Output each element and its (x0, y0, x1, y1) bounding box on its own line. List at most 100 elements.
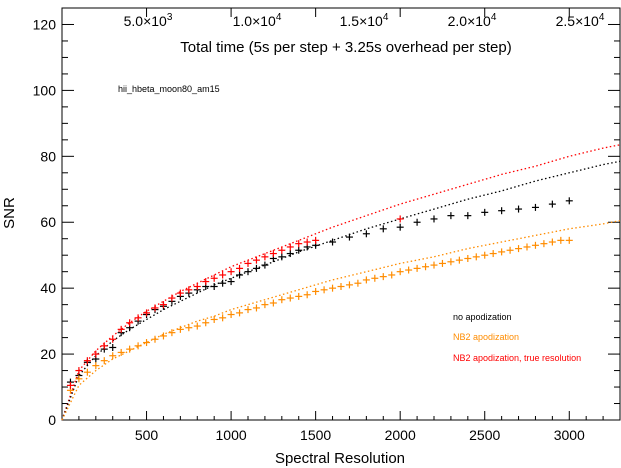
data-point-series-2 (176, 289, 184, 297)
fit-curve-2 (61, 219, 621, 421)
data-point-series-0 (548, 200, 556, 208)
data-point-series-1 (236, 309, 244, 317)
data-point-series-2 (278, 246, 286, 254)
legend-item-nb2-apodization: NB2 apodization (453, 332, 519, 342)
data-point-series-1 (362, 276, 370, 284)
data-point-series-1 (286, 294, 294, 302)
x-tick-label: 500 (135, 427, 159, 443)
data-point-series-1 (379, 273, 387, 281)
data-point-series-0 (244, 268, 252, 276)
data-point-series-1 (193, 322, 201, 330)
data-point-series-1 (464, 254, 472, 262)
data-point-series-0 (252, 264, 260, 272)
x-axis-label: Spectral Resolution (275, 450, 405, 467)
data-point-series-2 (269, 250, 277, 258)
y-axis-label: SNR (1, 197, 18, 229)
data-point-series-2 (185, 286, 193, 294)
data-point-series-1 (219, 314, 227, 322)
data-point-series-2 (134, 314, 142, 322)
data-point-series-1 (540, 240, 548, 248)
data-point-series-0 (515, 205, 523, 213)
data-point-series-0 (210, 283, 218, 291)
data-point-series-2 (100, 342, 108, 350)
fit-curve-0 (61, 144, 621, 421)
data-point-series-2 (236, 264, 244, 272)
data-point-series-2 (286, 243, 294, 251)
data-point-series-1 (422, 263, 430, 271)
data-point-series-1 (151, 335, 159, 343)
chart-annotation: hii_hbeta_moon80_am15 (118, 84, 220, 94)
data-point-series-0 (498, 207, 506, 215)
top-tick-label: 5.0×103 (124, 12, 173, 29)
data-point-series-1 (312, 287, 320, 295)
data-point-series-1 (523, 243, 531, 251)
data-point-series-0 (295, 246, 303, 254)
data-point-series-2 (168, 294, 176, 302)
data-point-series-1 (565, 236, 573, 244)
data-point-series-2 (109, 335, 117, 343)
data-point-series-1 (354, 279, 362, 287)
data-point-series-0 (531, 203, 539, 211)
plot-frame (61, 7, 621, 421)
x-tick-label: 1000 (216, 427, 247, 443)
data-point-series-0 (362, 230, 370, 238)
data-point-series-1 (498, 248, 506, 256)
data-point-series-1 (210, 315, 218, 323)
data-point-series-1 (185, 324, 193, 332)
data-point-series-2 (312, 236, 320, 244)
data-point-series-2 (303, 238, 311, 246)
data-point-series-1 (75, 375, 83, 383)
top-tick-label: 2.0×104 (448, 12, 497, 29)
data-point-series-2 (117, 325, 125, 333)
data-point-series-0 (430, 215, 438, 223)
data-point-series-1 (455, 256, 463, 264)
data-point-series-2 (227, 268, 235, 276)
data-point-series-2 (143, 309, 151, 317)
data-point-series-1 (176, 325, 184, 333)
data-point-series-0 (227, 278, 235, 286)
data-point-series-1 (405, 266, 413, 274)
data-point-series-1 (134, 342, 142, 350)
data-point-series-1 (83, 368, 91, 376)
data-point-series-0 (565, 197, 573, 205)
data-point-series-1 (303, 291, 311, 299)
data-point-series-1 (388, 271, 396, 279)
data-point-series-0 (109, 343, 117, 351)
data-point-series-1 (481, 251, 489, 259)
data-point-series-1 (244, 306, 252, 314)
data-point-series-1 (100, 357, 108, 365)
y-tick-label: 120 (33, 16, 57, 32)
data-point-series-2 (75, 367, 83, 375)
data-point-series-1 (489, 250, 497, 258)
data-point-series-0 (396, 223, 404, 231)
legend-item-nb2-true-resolution: NB2 apodization, true resolution (453, 353, 581, 363)
data-point-series-1 (329, 284, 337, 292)
data-point-series-2 (219, 271, 227, 279)
top-axis-label: Total time (5s per step + 3.25s overhead… (180, 39, 511, 56)
y-tick-label: 20 (40, 346, 56, 362)
data-point-series-0 (481, 208, 489, 216)
data-point-series-1 (159, 332, 167, 340)
data-point-series-2 (244, 259, 252, 267)
data-point-series-2 (210, 274, 218, 282)
data-point-series-2 (252, 256, 260, 264)
data-point-series-1 (447, 258, 455, 266)
data-point-series-1 (202, 319, 210, 327)
data-point-series-2 (66, 381, 74, 389)
y-tick-label: 0 (48, 412, 56, 428)
data-point-series-1 (295, 292, 303, 300)
data-markers-group (66, 197, 573, 394)
data-point-series-0 (379, 225, 387, 233)
data-point-series-0 (219, 279, 227, 287)
data-point-series-1 (320, 286, 328, 294)
data-point-series-2 (396, 215, 404, 223)
data-point-series-2 (151, 304, 159, 312)
top-tick-label: 1.0×104 (233, 12, 282, 29)
data-point-series-1 (337, 283, 345, 291)
data-point-series-1 (252, 304, 260, 312)
y-tick-label: 80 (40, 148, 56, 164)
data-point-series-1 (515, 245, 523, 253)
top-tick-label: 1.5×104 (340, 12, 389, 29)
data-point-series-2 (92, 350, 100, 358)
